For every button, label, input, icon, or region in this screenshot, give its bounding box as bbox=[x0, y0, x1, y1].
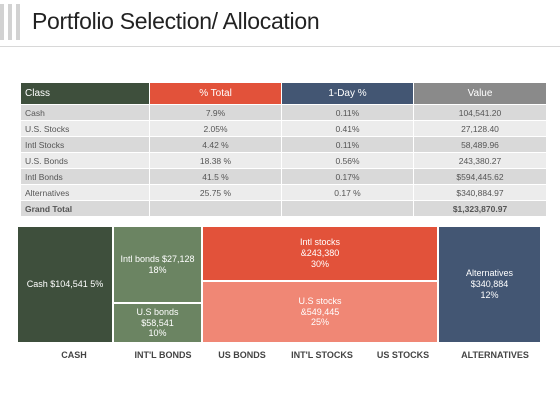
cell-one-day bbox=[281, 200, 414, 217]
table-row: U.S. Bonds 18.38 % 0.56% 243,380.27 bbox=[20, 152, 547, 169]
cell-pct-total: 4.42 % bbox=[149, 136, 282, 153]
tile-percent: 30% bbox=[310, 258, 329, 269]
table-header-row: Class % Total 1-Day % Value bbox=[20, 82, 547, 105]
cell-one-day: 0.11% bbox=[281, 136, 414, 153]
cell-value: 27,128.40 bbox=[413, 120, 547, 137]
cell-class: U.S. Stocks bbox=[20, 120, 150, 137]
cell-class: Intl Stocks bbox=[20, 136, 150, 153]
tile-amount: &549,445 bbox=[300, 306, 340, 317]
category-label-intl-bonds: INT'L BONDS bbox=[134, 350, 192, 360]
cell-value: 243,380.27 bbox=[413, 152, 547, 169]
tile-percent: 25% bbox=[310, 317, 329, 328]
category-label-cash: CASH bbox=[61, 350, 87, 360]
cell-one-day: 0.11% bbox=[281, 104, 414, 121]
treemap-tile-alternatives: Alternatives $340,884 12% bbox=[439, 227, 540, 342]
page-title: Portfolio Selection/ Allocation bbox=[32, 8, 320, 34]
tile-amount: $58,541 bbox=[141, 317, 174, 328]
category-label-intl-stocks: INT'L STOCKS bbox=[291, 350, 353, 360]
cell-value: $1,323,870.97 bbox=[413, 200, 547, 217]
cell-class: Cash bbox=[20, 104, 150, 121]
treemap-tile-intl-stocks: Intl stocks &243,380 30% bbox=[203, 227, 437, 280]
cell-value: $340,884.97 bbox=[413, 184, 547, 201]
cell-class: Alternatives bbox=[20, 184, 150, 201]
treemap-tile-intl-bonds: Intl bonds $27,128 18% bbox=[114, 227, 201, 302]
category-labels: CASH INT'L BONDS US BONDS INT'L STOCKS U… bbox=[0, 350, 560, 364]
header-class: Class bbox=[20, 82, 150, 105]
tile-label: Intl bonds $27,128 bbox=[120, 253, 195, 264]
title-accent-stripes bbox=[0, 4, 30, 40]
cell-one-day: 0.17% bbox=[281, 168, 414, 185]
tile-percent: 12% bbox=[480, 289, 499, 300]
cell-value: 58,489.96 bbox=[413, 136, 547, 153]
table-row: Intl Bonds 41.5 % 0.17% $594,445.62 bbox=[20, 168, 547, 185]
table-row: Intl Stocks 4.42 % 0.11% 58,489.96 bbox=[20, 136, 547, 153]
cell-pct-total: 18.38 % bbox=[149, 152, 282, 169]
cell-one-day: 0.41% bbox=[281, 120, 414, 137]
tile-amount: $340,884 bbox=[470, 279, 509, 290]
treemap-tile-us-stocks: U.S stocks &549,445 25% bbox=[203, 282, 437, 342]
tile-label: Alternatives bbox=[465, 268, 514, 279]
grand-total-row: Grand Total $1,323,870.97 bbox=[20, 200, 547, 217]
tile-amount: &243,380 bbox=[300, 248, 340, 259]
table-row: U.S. Stocks 2.05% 0.41% 27,128.40 bbox=[20, 120, 547, 137]
cell-pct-total: 41.5 % bbox=[149, 168, 282, 185]
divider bbox=[0, 46, 560, 47]
tile-label: Cash $104,541 5% bbox=[26, 279, 104, 290]
cell-value: 104,541.20 bbox=[413, 104, 547, 121]
tile-percent: 18% bbox=[148, 264, 167, 275]
tile-label: U.S bonds bbox=[136, 306, 179, 317]
table-row: Alternatives 25.75 % 0.17 % $340,884.97 bbox=[20, 184, 547, 201]
cell-pct-total: 2.05% bbox=[149, 120, 282, 137]
cell-class: U.S. Bonds bbox=[20, 152, 150, 169]
tile-label: U.S stocks bbox=[298, 295, 342, 306]
cell-pct-total: 25.75 % bbox=[149, 184, 282, 201]
category-label-us-stocks: US STOCKS bbox=[376, 350, 430, 360]
header-pct-total: % Total bbox=[149, 82, 282, 105]
cell-one-day: 0.17 % bbox=[281, 184, 414, 201]
allocation-table: Class % Total 1-Day % Value Cash 7.9% 0.… bbox=[20, 82, 547, 217]
category-label-us-bonds: US BONDS bbox=[218, 350, 266, 360]
cell-pct-total bbox=[149, 200, 282, 217]
cell-pct-total: 7.9% bbox=[149, 104, 282, 121]
tile-label: Intl stocks bbox=[299, 237, 340, 248]
cell-class: Grand Total bbox=[20, 200, 150, 217]
cell-value: $594,445.62 bbox=[413, 168, 547, 185]
header-value: Value bbox=[413, 82, 547, 105]
cell-one-day: 0.56% bbox=[281, 152, 414, 169]
header-one-day: 1-Day % bbox=[281, 82, 414, 105]
treemap-tile-cash: Cash $104,541 5% bbox=[18, 227, 112, 342]
treemap-tile-us-bonds: U.S bonds $58,541 10% bbox=[114, 304, 201, 342]
cell-class: Intl Bonds bbox=[20, 168, 150, 185]
category-label-alternatives: ALTERNATIVES bbox=[461, 350, 529, 360]
tile-percent: 10% bbox=[148, 328, 167, 339]
table-row: Cash 7.9% 0.11% 104,541.20 bbox=[20, 104, 547, 121]
